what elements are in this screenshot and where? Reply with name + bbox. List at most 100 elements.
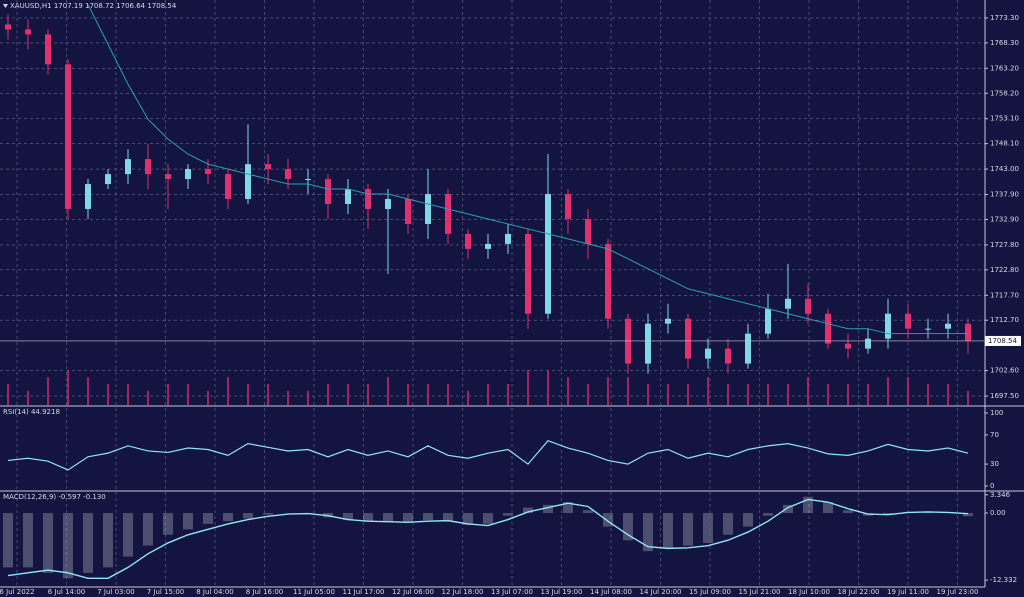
volume-bar xyxy=(307,391,309,405)
x-tick-label: 11 Jul 17:00 xyxy=(343,588,385,596)
x-tick-label: 6 Jul 14:00 xyxy=(48,588,86,596)
rsi-line xyxy=(7,440,969,471)
volume-bar xyxy=(627,377,629,405)
y-tick-label: 1758.20 xyxy=(990,89,1019,97)
volume-bar xyxy=(947,384,949,405)
menu-arrow[interactable] xyxy=(3,4,8,8)
x-tick-label: 8 Jul 16:00 xyxy=(246,588,284,596)
y-tick-label: 30 xyxy=(990,460,999,468)
y-tick-label: 1697.50 xyxy=(990,392,1019,400)
candle-body xyxy=(85,184,91,209)
candle-body xyxy=(885,313,891,339)
candle-body xyxy=(665,318,671,324)
volume-bar xyxy=(387,377,389,405)
x-tick-label: 15 Jul 09:00 xyxy=(689,588,731,596)
candle-body xyxy=(45,34,51,65)
candle-body xyxy=(245,164,251,200)
volume-bar xyxy=(867,384,869,405)
x-tick-label: 19 Jul 11:00 xyxy=(887,588,929,596)
volume-bar xyxy=(527,370,529,405)
candle-body xyxy=(745,333,751,364)
y-tick-label: 1748.10 xyxy=(990,140,1019,148)
macd-title: MACD(12,26,9) -0.597 -0.130 xyxy=(3,493,106,501)
volume-bar xyxy=(167,384,169,405)
candle-body xyxy=(105,174,111,185)
x-tick-label: 18 Jul 22:00 xyxy=(838,588,880,596)
x-tick-label: 19 Jul 23:00 xyxy=(937,588,979,596)
y-tick-label: 0.00 xyxy=(990,509,1006,517)
candle-body xyxy=(685,318,691,359)
volume-bar xyxy=(487,384,489,405)
volume-bar xyxy=(467,391,469,405)
candle-body xyxy=(345,189,351,204)
rsi-title: RSI(14) 44.9218 xyxy=(3,408,60,416)
candle-body xyxy=(525,233,531,314)
volume-bar xyxy=(87,377,89,405)
candle-body xyxy=(425,194,431,224)
x-tick-label: 14 Jul 08:00 xyxy=(590,588,632,596)
candle-body xyxy=(805,298,811,314)
candle-body xyxy=(765,308,771,334)
candle-body xyxy=(185,169,191,180)
main-title: XAUUSD,H1 1707.19 1708.72 1706.64 1708.5… xyxy=(10,2,177,10)
candle-body xyxy=(325,179,331,204)
volume-bar xyxy=(27,391,29,405)
volume-bar xyxy=(787,384,789,405)
x-tick-label: 13 Jul 19:00 xyxy=(541,588,583,596)
y-tick-label: 1717.70 xyxy=(990,291,1019,299)
volume-bar xyxy=(767,384,769,405)
x-tick-label: 7 Jul 15:00 xyxy=(147,588,185,596)
volume-bar xyxy=(927,384,929,405)
y-tick-label: 1722.80 xyxy=(990,266,1019,274)
x-tick-label: 15 Jul 21:00 xyxy=(739,588,781,596)
candle-body xyxy=(705,348,711,359)
candle-body xyxy=(65,64,71,209)
volume-bar xyxy=(7,384,9,405)
candle-body xyxy=(905,313,911,329)
y-tick-label: 1727.80 xyxy=(990,241,1019,249)
candle-body xyxy=(965,323,971,341)
x-tick-label: 11 Jul 05:00 xyxy=(293,588,335,596)
volume-bar xyxy=(347,384,349,405)
candle-body xyxy=(225,174,231,200)
volume-bar xyxy=(687,384,689,405)
candle-body xyxy=(485,243,491,249)
y-tick-label: 1743.00 xyxy=(990,165,1019,173)
candle-body xyxy=(565,194,571,219)
x-tick-label: 14 Jul 20:00 xyxy=(640,588,682,596)
candle-body xyxy=(5,24,11,30)
volume-bar xyxy=(327,384,329,405)
volume-bar xyxy=(187,384,189,405)
y-tick-label: 0 xyxy=(990,482,994,490)
x-tick-label: 8 Jul 04:00 xyxy=(196,588,234,596)
volume-bar xyxy=(507,384,509,405)
candle-body xyxy=(145,159,151,175)
candle-body xyxy=(645,323,651,364)
volume-bar xyxy=(107,384,109,405)
x-tick-label: 18 Jul 10:00 xyxy=(788,588,830,596)
y-tick-label: 3.346 xyxy=(990,491,1011,499)
volume-bar xyxy=(567,377,569,405)
volume-bar xyxy=(207,391,209,405)
volume-bar xyxy=(847,384,849,405)
y-tick-label: 1737.90 xyxy=(990,191,1019,199)
candle-body xyxy=(265,164,271,170)
volume-bar xyxy=(547,370,549,405)
volume-bar xyxy=(67,370,69,405)
x-tick-label: 12 Jul 06:00 xyxy=(392,588,434,596)
y-tick-label: 1768.30 xyxy=(990,39,1019,47)
candle-body xyxy=(445,194,451,234)
volume-bar xyxy=(647,384,649,405)
moving-average xyxy=(88,4,968,333)
candle-body xyxy=(585,218,591,244)
x-tick-label: 7 Jul 03:00 xyxy=(97,588,135,596)
candle-body xyxy=(405,199,411,224)
volume-bar xyxy=(907,377,909,405)
macd-signal-line xyxy=(7,498,969,579)
y-tick-label: 1763.20 xyxy=(990,64,1019,72)
volume-bar xyxy=(147,391,149,405)
y-tick-label: 1712.70 xyxy=(990,316,1019,324)
volume-bar xyxy=(727,384,729,405)
